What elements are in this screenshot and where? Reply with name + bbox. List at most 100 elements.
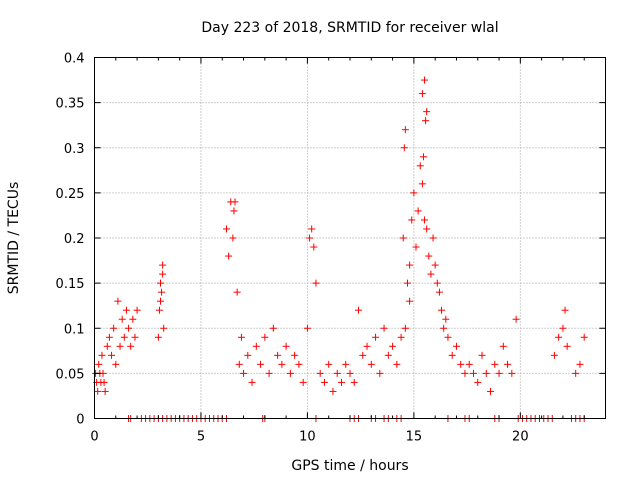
data-point xyxy=(160,324,168,332)
data-point xyxy=(325,360,333,368)
data-point xyxy=(429,234,437,242)
data-point xyxy=(403,279,411,287)
data-point xyxy=(380,324,388,332)
x-tick-label: 5 xyxy=(197,430,205,445)
data-point xyxy=(120,333,128,341)
data-point xyxy=(367,360,375,368)
data-point xyxy=(448,351,456,359)
data-points xyxy=(92,76,588,422)
data-point xyxy=(291,351,299,359)
data-point xyxy=(118,315,126,323)
data-point xyxy=(125,324,133,332)
data-point xyxy=(359,351,367,359)
data-point xyxy=(401,126,409,134)
data-point xyxy=(461,369,469,377)
data-point xyxy=(559,324,567,332)
data-point xyxy=(406,297,414,305)
data-point xyxy=(423,225,431,233)
y-tick-label: 0.4 xyxy=(64,52,85,67)
data-point xyxy=(389,342,397,350)
data-point xyxy=(310,243,318,251)
data-point xyxy=(154,333,162,341)
data-point xyxy=(563,342,571,350)
data-point xyxy=(421,216,429,224)
data-point xyxy=(376,369,384,377)
x-tick-label: 0 xyxy=(90,430,98,445)
data-point xyxy=(425,252,433,260)
data-point xyxy=(286,369,294,377)
data-point xyxy=(499,342,507,350)
data-point xyxy=(422,117,430,125)
y-tick-label: 0.1 xyxy=(64,322,85,337)
y-tick-label: 0.25 xyxy=(56,187,85,202)
data-point xyxy=(157,279,165,287)
data-point xyxy=(550,351,558,359)
data-point xyxy=(418,90,426,98)
y-tick-label: 0.05 xyxy=(56,367,85,382)
data-point xyxy=(555,333,563,341)
data-point xyxy=(303,324,311,332)
data-point xyxy=(457,360,465,368)
data-point xyxy=(229,234,237,242)
x-tick-label: 10 xyxy=(299,430,316,445)
data-point xyxy=(282,342,290,350)
data-point xyxy=(421,76,429,84)
data-point xyxy=(495,369,503,377)
data-point xyxy=(257,360,265,368)
data-point xyxy=(363,342,371,350)
data-point xyxy=(384,351,392,359)
axis-ticks xyxy=(94,57,606,419)
data-point xyxy=(399,234,407,242)
data-point xyxy=(423,108,431,116)
data-point xyxy=(433,279,441,287)
data-point xyxy=(110,324,118,332)
data-point xyxy=(418,180,426,188)
y-axis-title: SRMTID / TECUs xyxy=(6,182,22,295)
data-point xyxy=(333,369,341,377)
data-point xyxy=(101,387,109,395)
data-point xyxy=(103,342,111,350)
tick-labels: 0 5 10 15 20 0 0.05 0.1 0.15 0.2 0.25 0.3 0.35 0.4 xyxy=(56,52,529,445)
data-point xyxy=(580,333,588,341)
data-point xyxy=(129,315,137,323)
y-tick-label: 0.2 xyxy=(64,232,85,247)
data-point xyxy=(244,351,252,359)
data-point xyxy=(414,207,422,215)
data-point xyxy=(95,360,103,368)
data-point xyxy=(478,351,486,359)
data-point xyxy=(469,369,477,377)
data-point xyxy=(504,360,512,368)
data-point xyxy=(278,360,286,368)
data-point xyxy=(155,306,163,314)
chart-title: Day 223 of 2018, SRMTID for receiver wla… xyxy=(201,20,498,36)
data-point xyxy=(410,189,418,197)
data-point xyxy=(408,216,416,224)
data-point xyxy=(157,297,165,305)
data-point xyxy=(269,324,277,332)
data-point xyxy=(108,351,116,359)
data-point xyxy=(127,342,135,350)
data-point xyxy=(116,342,124,350)
data-point xyxy=(508,369,516,377)
data-point xyxy=(158,288,166,296)
y-tick-label: 0.15 xyxy=(56,277,85,292)
data-point xyxy=(316,369,324,377)
data-point xyxy=(482,369,490,377)
data-point xyxy=(299,378,307,386)
data-point xyxy=(306,234,314,242)
data-point xyxy=(122,306,130,314)
data-point xyxy=(487,387,495,395)
data-point xyxy=(400,144,408,152)
data-point xyxy=(105,333,113,341)
data-point xyxy=(474,378,482,386)
data-point xyxy=(355,306,363,314)
data-point xyxy=(342,360,350,368)
data-point xyxy=(265,369,273,377)
data-point xyxy=(438,306,446,314)
y-tick-label: 0.35 xyxy=(56,97,85,112)
data-point xyxy=(440,324,448,332)
data-point xyxy=(427,270,435,278)
data-point xyxy=(240,369,248,377)
data-point xyxy=(133,306,141,314)
